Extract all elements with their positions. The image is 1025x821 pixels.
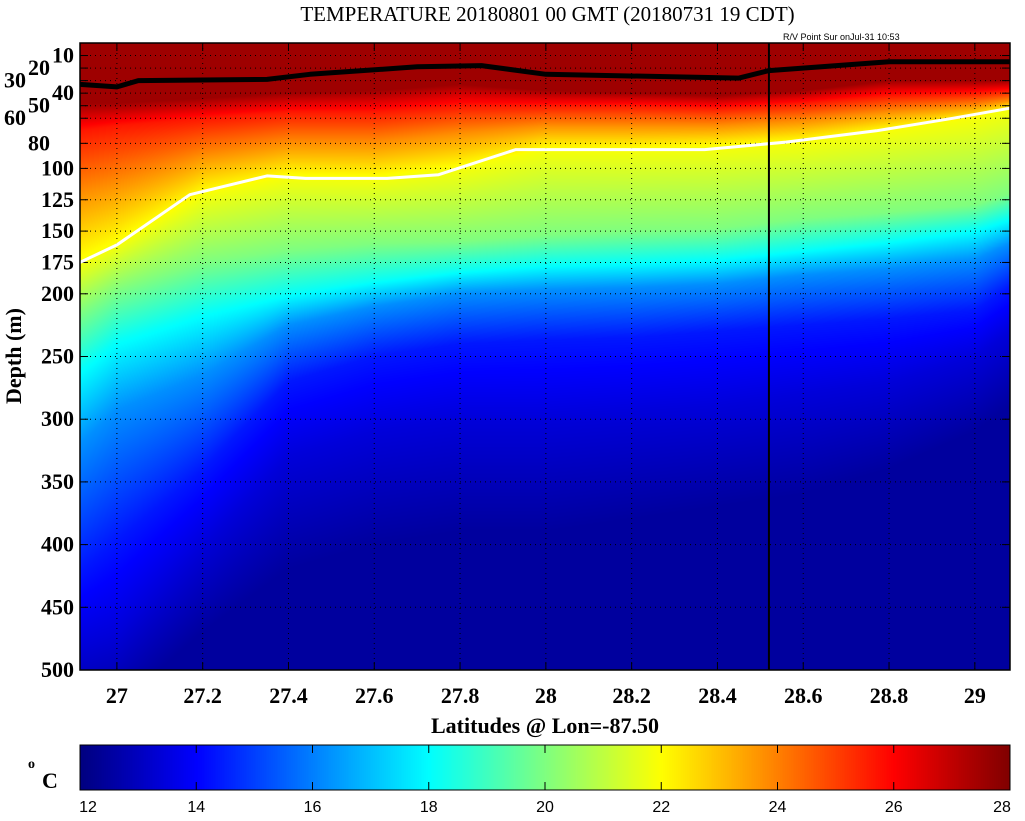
y-tick-label: 400 bbox=[41, 532, 74, 557]
y-tick-label: 30 bbox=[4, 68, 26, 93]
y-tick-label: 450 bbox=[41, 594, 74, 619]
y-tick-label: 50 bbox=[28, 93, 50, 118]
colorbar-tick-label: 12 bbox=[79, 799, 97, 816]
mixed-layer-line bbox=[79, 59, 1010, 90]
chart-title: TEMPERATURE 20180801 00 GMT (20180731 19… bbox=[300, 2, 795, 26]
y-tick-label: 80 bbox=[28, 130, 50, 155]
y-axis-label: Depth (m) bbox=[1, 308, 26, 404]
x-tick-label: 28.4 bbox=[698, 683, 737, 708]
y-tick-label: 500 bbox=[41, 657, 74, 682]
x-tick-label: 27 bbox=[106, 683, 128, 708]
x-tick-label: 28.8 bbox=[870, 683, 909, 708]
x-tick-label: 29 bbox=[964, 683, 986, 708]
x-axis-label: Latitudes @ Lon=-87.50 bbox=[431, 713, 659, 738]
plot-frame bbox=[79, 42, 1011, 671]
colorbar-tick-label: 22 bbox=[652, 799, 670, 816]
colorbar-tick-label: 20 bbox=[536, 799, 554, 816]
x-tick-label: 28 bbox=[535, 683, 557, 708]
y-tick-label: 300 bbox=[41, 406, 74, 431]
y-tick-label: 250 bbox=[41, 344, 74, 369]
y-tick-label: 150 bbox=[41, 218, 74, 243]
colorbar-tick-label: 24 bbox=[769, 799, 787, 816]
y-tick-label: 60 bbox=[4, 105, 26, 130]
x-tick-label: 27.4 bbox=[269, 683, 308, 708]
y-tick-label: 10 bbox=[52, 43, 74, 68]
y-tick-label: 125 bbox=[41, 187, 74, 212]
colorbar-tick-label: 16 bbox=[304, 799, 322, 816]
colorbar-tick-label: 28 bbox=[993, 799, 1011, 816]
y-tick-label: 20 bbox=[28, 55, 50, 80]
y-tick-label: 350 bbox=[41, 469, 74, 494]
22c-isotherm-line bbox=[79, 106, 1011, 264]
colorbar-unit-degree: o bbox=[28, 757, 35, 772]
chart-subtitle: R/V Point Sur onJul-31 10:53 bbox=[783, 32, 900, 42]
x-tick-label: 27.6 bbox=[355, 683, 394, 708]
colorbar-tick-label: 18 bbox=[420, 799, 438, 816]
colorbar-tick-label: 26 bbox=[885, 799, 903, 816]
x-tick-label: 28.6 bbox=[784, 683, 823, 708]
y-tick-label: 100 bbox=[41, 155, 74, 180]
colorbar-unit-label: C bbox=[42, 768, 58, 793]
x-tick-label: 28.2 bbox=[612, 683, 651, 708]
x-tick-label: 27.8 bbox=[441, 683, 480, 708]
colorbar-tick-label: 14 bbox=[187, 799, 205, 816]
y-tick-label: 200 bbox=[41, 281, 74, 306]
y-tick-label: 40 bbox=[52, 80, 74, 105]
x-tick-label: 27.2 bbox=[183, 683, 222, 708]
y-tick-label: 175 bbox=[41, 249, 74, 274]
